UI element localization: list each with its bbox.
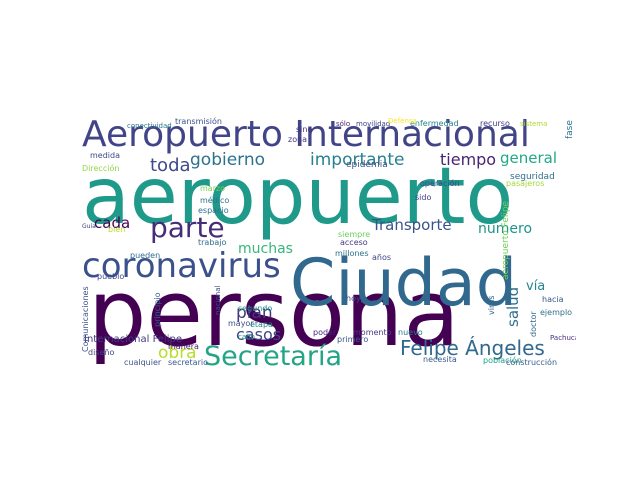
word-direccion: Dirección [82, 163, 119, 173]
word-anos: años [372, 253, 391, 262]
word-conectividad: conectividad [127, 122, 172, 130]
word-manera: manera [168, 342, 199, 351]
word-seguridad: seguridad [510, 172, 555, 182]
word-coronavirus: coronavirus [82, 246, 281, 286]
word-transmision: transmisión [175, 116, 222, 126]
word-pueblo: pueblo [97, 272, 124, 281]
word-sistema: sistema [520, 120, 547, 128]
word-doctor: doctor [529, 311, 538, 337]
word-construccion: construcción [506, 357, 557, 367]
word-momento: momento [353, 328, 392, 337]
word-siempre: siempre [338, 230, 370, 239]
word-medico: médico [200, 195, 229, 205]
word-acceso: acceso [340, 238, 368, 247]
word-operacion: operación [420, 178, 460, 188]
word-felipe-angeles: Felipe Ángeles [400, 336, 545, 360]
word-espacio: espacio [198, 206, 229, 215]
word-gobierno: gobierno [190, 150, 265, 170]
word-etapa: etapa [250, 320, 273, 329]
word-zona: zona [288, 135, 307, 144]
word-casos: casos [236, 325, 281, 344]
word-cada: cada [94, 214, 130, 232]
word-comunicaciones: Comunicaciones [81, 286, 90, 352]
word-importante: importante [310, 150, 404, 170]
word-cualquier: cualquier [124, 358, 162, 367]
word-diseno: diseño [88, 348, 114, 357]
word-plan: plan [236, 303, 273, 323]
word-obra: obra [158, 343, 197, 363]
word-tiempo: tiempo [440, 150, 496, 169]
word-via: vía [526, 279, 545, 294]
word-movilidad: movilidad [356, 120, 390, 128]
word-virus: virus [487, 296, 496, 315]
word-aeropuerto: aeropuerto [82, 152, 513, 242]
word-principio: principio [153, 292, 162, 327]
word-trabajo: trabajo [198, 238, 227, 247]
word-solo: sólo [336, 120, 350, 128]
word-aeropuerto-felipe: aeropuerto Felipe [501, 200, 511, 280]
word-medida: medida [90, 151, 120, 160]
word-cabo: cabo [238, 333, 255, 341]
word-numero: número [478, 221, 532, 237]
word-persona: persona [88, 260, 460, 367]
word-transporte: Transporte [371, 216, 452, 234]
word-segundo: segundo [238, 304, 272, 313]
word-salud: salud [504, 287, 522, 327]
word-hoy: hoy [346, 294, 361, 303]
word-sino: sino [296, 125, 312, 134]
word-enfermedad: enfermedad [410, 119, 459, 128]
word-aeropuerto-internacional: Aeropuerto Internacional [82, 115, 530, 155]
word-millones: millones [335, 249, 369, 258]
word-muchas: muchas [238, 241, 293, 257]
word-pasajeros: pasajeros [506, 179, 544, 188]
word-poblacion: población [483, 355, 522, 365]
word-nuevo: nuevo [398, 328, 423, 337]
word-primero: primero [337, 335, 368, 344]
word-cloud-panel: aeropuerto persona Ciudad Aeropuerto Intern… [80, 115, 576, 370]
word-guia: Guía [82, 223, 96, 230]
word-pachuca: Pachuca [550, 334, 576, 342]
word-ciudad: Ciudad [290, 246, 517, 321]
word-pueden: pueden [130, 251, 160, 260]
word-hacia: hacia [542, 295, 564, 304]
word-bien: bien [108, 225, 125, 234]
word-secretaria: Secretaría [204, 341, 342, 370]
word-defensa: Defensa [388, 117, 417, 125]
word-fase: fase [565, 120, 575, 139]
word-marzo: marzo [200, 184, 225, 193]
word-sido: sido [415, 193, 431, 202]
word-ejemplo: ejemplo [540, 308, 572, 317]
word-recurso: recurso [480, 119, 510, 128]
word-mayor: mayor [228, 319, 254, 328]
word-epidemia: epidemia [346, 160, 388, 170]
word-internacional-felipe: Internacional Felipe [84, 334, 182, 345]
word-general: general [500, 149, 557, 167]
word-necesita: necesita [423, 355, 457, 364]
word-toda: toda [150, 155, 191, 176]
word-nacional: nacional [214, 285, 222, 315]
word-parte: parte [150, 211, 225, 244]
word-secretario: secretario [168, 358, 208, 367]
word-poder: poder [313, 328, 337, 337]
